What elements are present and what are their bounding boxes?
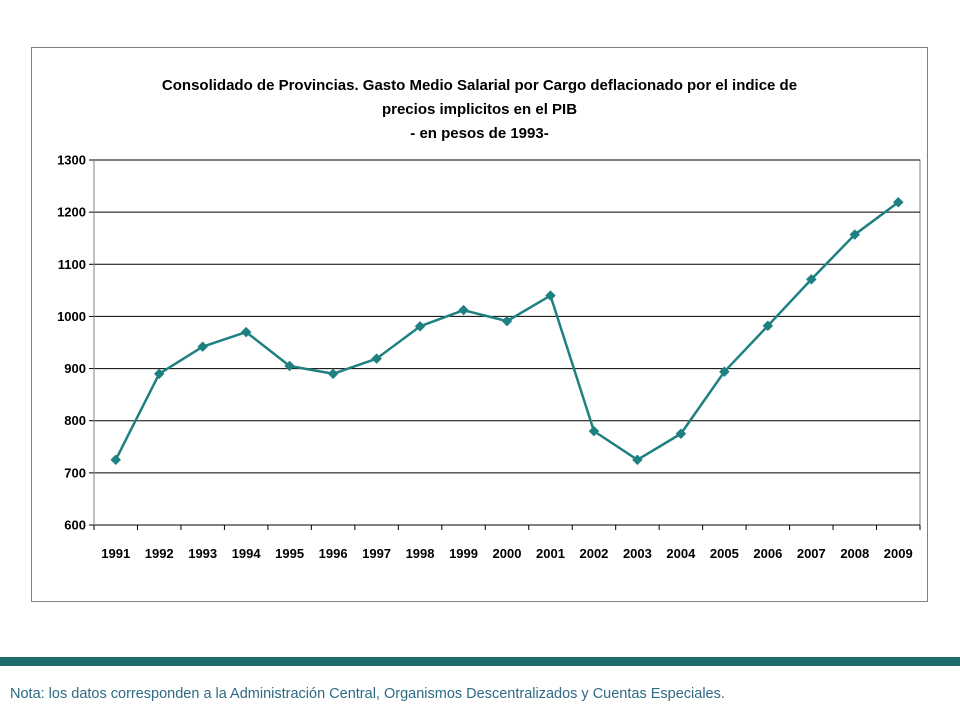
data-point-marker	[892, 196, 904, 208]
x-tick-label: 1996	[319, 546, 348, 561]
chart-title-line-3: - en pesos de 1993-	[410, 125, 549, 142]
y-tick-label: 1300	[57, 153, 86, 168]
y-tick-label: 1000	[57, 309, 86, 324]
x-tick-label: 2009	[884, 546, 913, 561]
x-tick-label: 2004	[666, 546, 696, 561]
x-tick-label: 1999	[449, 546, 478, 561]
data-point-marker	[588, 425, 600, 437]
data-point-marker	[632, 454, 643, 466]
x-tick-label: 1998	[406, 546, 435, 561]
x-tick-label: 2005	[710, 546, 739, 561]
footnote: Nota: los datos corresponden a la Admini…	[10, 686, 725, 702]
data-point-marker	[110, 454, 122, 466]
data-point-marker	[762, 320, 774, 332]
chart-title-line-2: precios implicitos en el PIB	[381, 101, 578, 118]
x-tick-label: 1997	[362, 546, 391, 561]
data-point-marker	[719, 366, 730, 378]
data-point-marker	[284, 360, 295, 372]
data-point-marker	[327, 368, 339, 380]
x-tick-label: 1995	[275, 546, 304, 561]
data-point-marker	[849, 229, 861, 240]
chart-frame	[31, 47, 928, 602]
y-tick-label: 600	[64, 518, 86, 533]
data-point-marker	[371, 353, 382, 365]
chart-title: Consolidado de Provincias. Gasto Medio S…	[31, 74, 928, 146]
y-tick-label: 900	[64, 361, 86, 376]
data-point-marker	[414, 320, 426, 332]
data-point-marker	[501, 315, 513, 327]
data-point-marker	[805, 274, 817, 285]
x-tick-label: 2000	[493, 546, 522, 561]
data-point-marker	[458, 304, 469, 316]
x-tick-label: 2008	[840, 546, 869, 561]
x-tick-label: 1993	[188, 546, 217, 561]
chart-title-line-1: Consolidado de Provincias. Gasto Medio S…	[161, 77, 798, 94]
x-tick-label: 2001	[536, 546, 565, 561]
x-tick-label: 2002	[579, 546, 608, 561]
x-tick-label: 1992	[145, 546, 174, 561]
y-tick-label: 1100	[58, 257, 86, 272]
footer-accent-bar	[0, 657, 960, 666]
x-tick-label: 2003	[623, 546, 652, 561]
x-tick-label: 1994	[232, 546, 262, 561]
y-tick-label: 700	[64, 465, 86, 480]
x-tick-label: 2006	[753, 546, 782, 561]
y-tick-label: 800	[64, 413, 86, 428]
data-point-marker	[153, 368, 165, 380]
data-point-marker	[675, 428, 687, 440]
y-tick-label: 1200	[57, 205, 86, 220]
data-point-marker	[197, 341, 209, 353]
data-point-marker	[545, 290, 556, 301]
x-tick-label: 1991	[101, 546, 130, 561]
x-tick-label: 2007	[797, 546, 826, 561]
data-point-marker	[240, 326, 252, 338]
